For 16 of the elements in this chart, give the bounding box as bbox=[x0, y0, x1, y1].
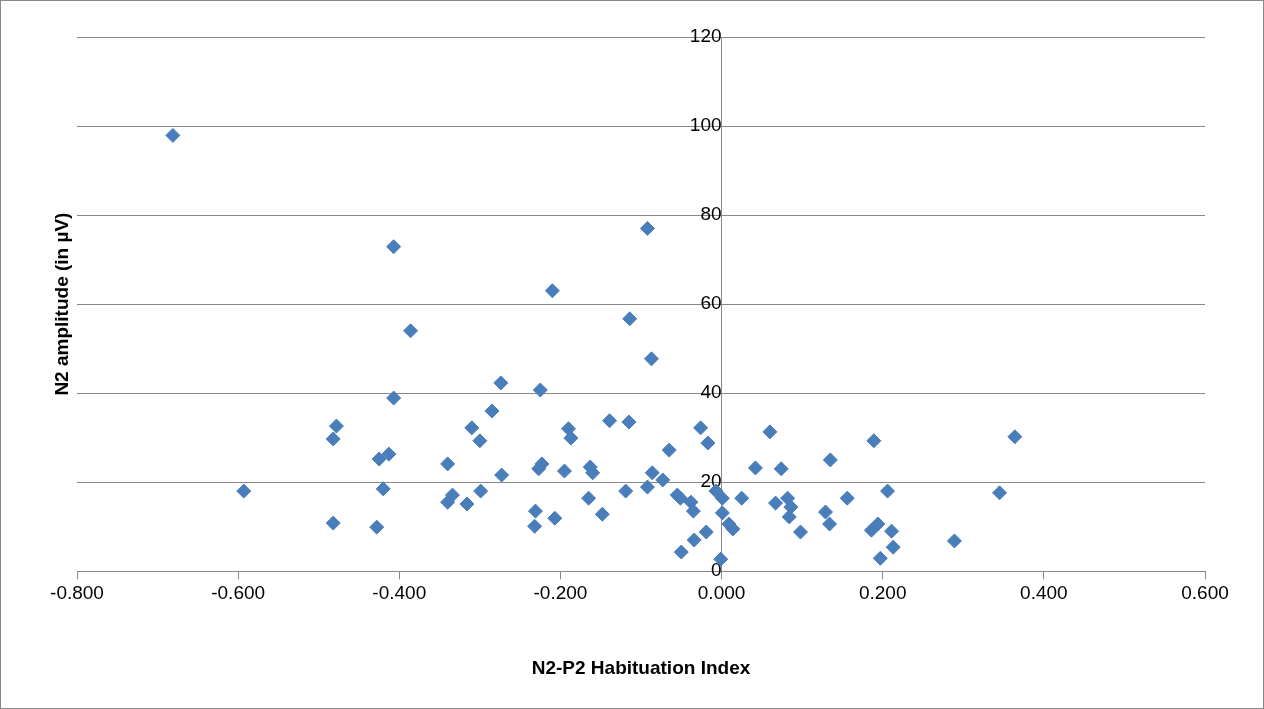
x-tick-label: -0.800 bbox=[50, 581, 104, 603]
x-tick-label: -0.200 bbox=[533, 581, 588, 603]
x-tick-label: 0.200 bbox=[858, 581, 907, 603]
x-tick-label: -0.600 bbox=[211, 581, 266, 603]
y-tick-label: 80 bbox=[700, 203, 722, 225]
y-tick-label: 60 bbox=[700, 292, 722, 314]
y-axis-title: N2 amplitude (in µV) bbox=[51, 212, 73, 396]
x-tick-label: -0.400 bbox=[372, 581, 427, 603]
y-tick-label: 120 bbox=[689, 25, 722, 47]
x-tick-label: 0.400 bbox=[1020, 581, 1068, 603]
y-tick-label: 100 bbox=[689, 114, 722, 136]
x-axis-title: N2-P2 Habituation Index bbox=[531, 657, 751, 679]
y-tick-label: 40 bbox=[700, 381, 722, 403]
y-tick-label: 0 bbox=[710, 559, 722, 581]
x-tick-label: 0.600 bbox=[1181, 581, 1229, 603]
x-tick-label: 0.000 bbox=[697, 581, 746, 603]
